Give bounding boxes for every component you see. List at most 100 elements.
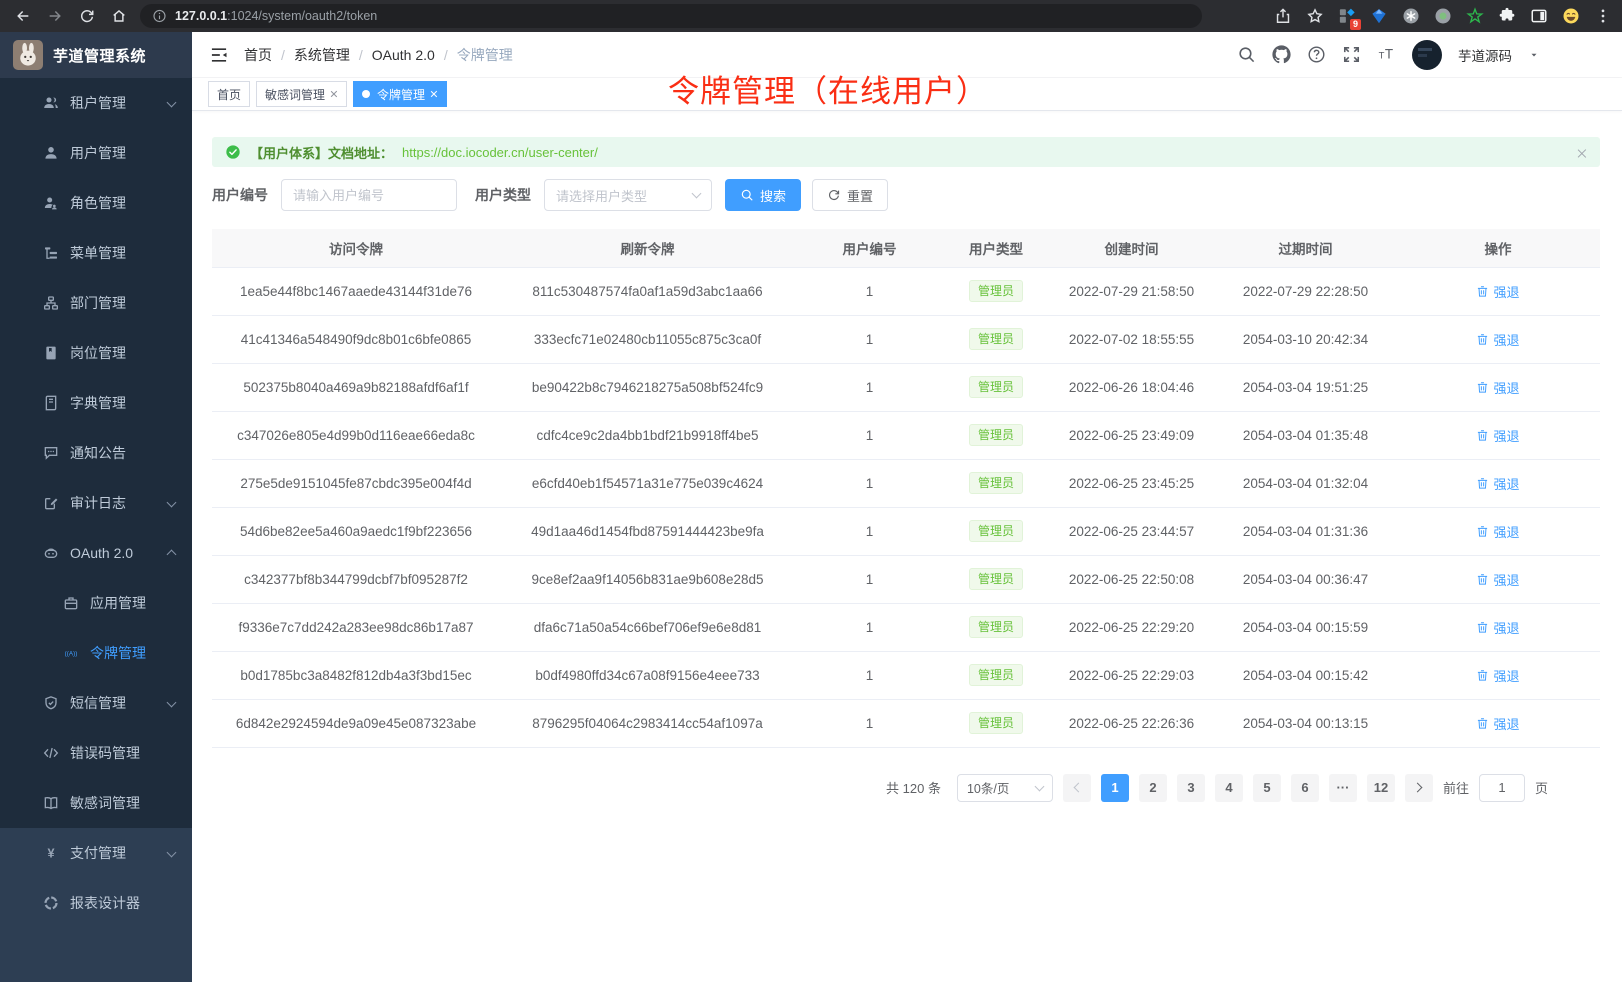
tab-tag[interactable]: 敏感词管理 bbox=[256, 81, 348, 107]
sidebar-menu-item[interactable]: 岗位管理 bbox=[0, 328, 192, 378]
page-button[interactable]: 12 bbox=[1366, 773, 1395, 802]
svg-text:¥: ¥ bbox=[47, 846, 54, 860]
browser-forward-icon[interactable] bbox=[44, 5, 66, 27]
page-button[interactable]: 5 bbox=[1252, 773, 1281, 802]
page-button[interactable]: 1 bbox=[1100, 773, 1129, 802]
extension-grid-icon[interactable]: 9 bbox=[1337, 7, 1361, 30]
sidebar-menu-item[interactable]: ¥ 支付管理 bbox=[0, 828, 192, 878]
doc-link[interactable]: https://doc.iocoder.cn/user-center/ bbox=[402, 144, 598, 160]
address-bar[interactable]: 127.0.0.1:1024/system/oauth2/token bbox=[140, 4, 1202, 28]
help-icon[interactable] bbox=[1307, 45, 1326, 64]
force-logout-button[interactable]: 强退 bbox=[1476, 666, 1520, 685]
profile-emoji-icon[interactable] bbox=[1561, 7, 1580, 26]
success-check-icon bbox=[225, 144, 241, 160]
sidebar-menu-item[interactable]: 短信管理 bbox=[0, 678, 192, 728]
bookmark-star-icon[interactable] bbox=[1305, 7, 1324, 26]
browser-menu-icon[interactable] bbox=[1593, 7, 1612, 26]
user-type-cell: 管理员 bbox=[944, 699, 1048, 748]
main-area: 首页 系统管理 OAuth 2.0 令牌管理 TT 芋 bbox=[192, 32, 1622, 982]
sidebar-menu-item[interactable]: 敏感词管理 bbox=[0, 778, 192, 828]
breadcrumb-item[interactable]: OAuth 2.0 bbox=[372, 47, 457, 63]
user-name[interactable]: 芋道源码 bbox=[1458, 48, 1512, 64]
app-logo[interactable]: 芋道管理系统 bbox=[0, 32, 192, 78]
site-info-icon[interactable] bbox=[152, 9, 167, 24]
share-icon[interactable] bbox=[1273, 7, 1292, 26]
page-button[interactable]: 4 bbox=[1214, 773, 1243, 802]
tab-tag[interactable]: 令牌管理 bbox=[353, 81, 448, 107]
force-logout-button[interactable]: 强退 bbox=[1476, 474, 1520, 493]
browser-home-icon[interactable] bbox=[108, 5, 130, 27]
breadcrumb-item[interactable]: 系统管理 bbox=[294, 45, 372, 65]
browser-back-icon[interactable] bbox=[12, 5, 34, 27]
force-logout-button[interactable]: 强退 bbox=[1476, 618, 1520, 637]
page-button[interactable]: 6 bbox=[1290, 773, 1319, 802]
user-id-input[interactable] bbox=[281, 179, 457, 211]
sidebar-menu-item[interactable]: 菜单管理 bbox=[0, 228, 192, 278]
sidebar-menu-item[interactable]: 应用管理 bbox=[0, 578, 192, 628]
fullscreen-icon[interactable] bbox=[1342, 45, 1361, 64]
breadcrumb-item[interactable]: 首页 bbox=[244, 45, 294, 65]
sidebar-menu-item[interactable]: 字典管理 bbox=[0, 378, 192, 428]
prev-page-button[interactable] bbox=[1062, 773, 1091, 802]
gem-extension-icon[interactable] bbox=[1369, 7, 1388, 26]
tab-tag[interactable]: 首页 bbox=[208, 81, 251, 107]
user-id-cell: 1 bbox=[795, 699, 944, 748]
sidebar-menu-item[interactable]: 部门管理 bbox=[0, 278, 192, 328]
sidebar-menu-item[interactable]: 租户管理 bbox=[0, 78, 192, 128]
green-star-extension-icon[interactable] bbox=[1465, 7, 1484, 26]
browser-reload-icon[interactable] bbox=[76, 5, 98, 27]
force-logout-button[interactable]: 强退 bbox=[1476, 282, 1520, 301]
user-type-cell: 管理员 bbox=[944, 267, 1048, 316]
user-id-cell: 1 bbox=[795, 363, 944, 412]
breadcrumb-item[interactable]: 令牌管理 bbox=[456, 46, 513, 63]
force-logout-button[interactable]: 强退 bbox=[1476, 570, 1520, 589]
sidebar-menu-item[interactable]: OAuth 2.0 bbox=[0, 528, 192, 578]
menu-item-label: 岗位管理 bbox=[70, 345, 126, 361]
sidebar-menu-item[interactable]: 通知公告 bbox=[0, 428, 192, 478]
access-token-cell: c342377bf8b344799dcbf7bf095287f2 bbox=[212, 555, 500, 604]
caret-down-icon[interactable] bbox=[1528, 49, 1540, 61]
menu-item-label: 敏感词管理 bbox=[70, 795, 140, 811]
access-token-cell: 275e5de9151045fe87cbdc395e004f4d bbox=[212, 459, 500, 508]
user-avatar[interactable] bbox=[1412, 39, 1442, 70]
force-logout-button[interactable]: 强退 bbox=[1476, 330, 1520, 349]
sidebar-menu-item[interactable]: 角色管理 bbox=[0, 178, 192, 228]
page-button[interactable]: ··· bbox=[1328, 773, 1357, 802]
close-icon[interactable] bbox=[330, 90, 338, 98]
sidebar-menu-item[interactable]: 审计日志 bbox=[0, 478, 192, 528]
alert-close-icon[interactable] bbox=[1576, 147, 1587, 158]
action-cell: 强退 bbox=[1396, 699, 1600, 748]
page-button[interactable]: 2 bbox=[1138, 773, 1167, 802]
user-id-cell: 1 bbox=[795, 459, 944, 508]
sidebar-fold-icon[interactable] bbox=[209, 45, 229, 65]
force-logout-button[interactable]: 强退 bbox=[1476, 378, 1520, 397]
force-logout-button[interactable]: 强退 bbox=[1476, 522, 1520, 541]
user-type-select[interactable]: 请选择用户类型 bbox=[544, 179, 712, 211]
force-logout-button[interactable]: 强退 bbox=[1476, 426, 1520, 445]
record-extension-icon[interactable] bbox=[1433, 7, 1452, 26]
sidebar-menu-item[interactable]: ((A)) 令牌管理 bbox=[0, 628, 192, 678]
sidebar-menu-item[interactable]: 用户管理 bbox=[0, 128, 192, 178]
search-icon[interactable] bbox=[1237, 45, 1256, 64]
goto-page-input[interactable] bbox=[1478, 773, 1525, 802]
reset-button[interactable]: 重置 bbox=[812, 179, 889, 211]
search-form: 用户编号 用户类型 请选择用户类型 搜索 重置 bbox=[212, 179, 1600, 211]
table-row: 502375b8040a469a9b82188afdf6af1f be90422… bbox=[212, 363, 1600, 412]
next-page-button[interactable] bbox=[1404, 773, 1433, 802]
side-panel-icon[interactable] bbox=[1529, 7, 1548, 26]
close-icon[interactable] bbox=[430, 90, 438, 98]
search-button[interactable]: 搜索 bbox=[725, 179, 802, 211]
sidebar-menu-item[interactable]: 错误码管理 bbox=[0, 728, 192, 778]
force-logout-button[interactable]: 强退 bbox=[1476, 714, 1520, 733]
sidebar-menu-item[interactable]: 报表设计器 bbox=[0, 878, 192, 928]
table-row: b0d1785bc3a8482f812db4a3f3bd15ec b0df498… bbox=[212, 651, 1600, 700]
page-button[interactable]: 3 bbox=[1176, 773, 1205, 802]
page-size-select[interactable]: 10条/页 bbox=[956, 773, 1053, 802]
extensions-puzzle-icon[interactable] bbox=[1497, 7, 1516, 26]
tenant-icon bbox=[43, 95, 59, 111]
github-icon[interactable] bbox=[1272, 45, 1291, 64]
expire-time-cell: 2054-03-04 00:36:47 bbox=[1215, 555, 1396, 604]
asterisk-extension-icon[interactable] bbox=[1401, 7, 1420, 26]
user-type-placeholder: 请选择用户类型 bbox=[556, 188, 648, 204]
